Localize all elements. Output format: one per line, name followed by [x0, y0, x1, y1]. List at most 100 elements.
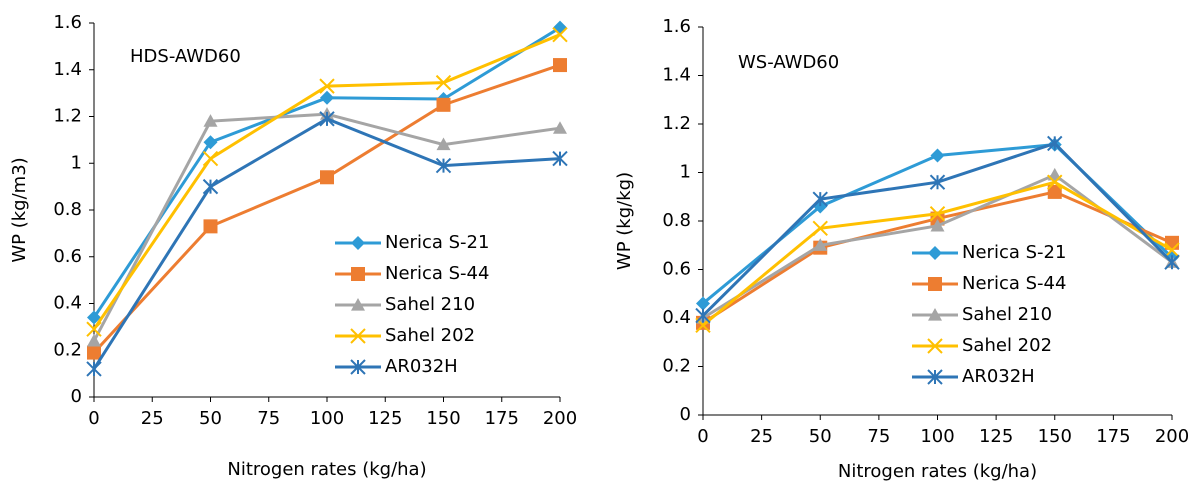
legend-marker	[351, 236, 365, 250]
marker	[930, 148, 945, 163]
marker	[929, 206, 946, 222]
x-tick-label: 75	[867, 426, 890, 447]
chart: 0 0.2 0.4 0.6 0.8 1 1.2 1.4 1.6 0 25 50 75 100 125 150 1…	[614, 16, 1189, 482]
legend-label: Sahel 210	[962, 304, 1052, 325]
annotation: WS-AWD60	[738, 52, 839, 73]
series-line	[92, 117, 561, 370]
y-tick-label: 1	[71, 152, 82, 173]
marker	[202, 150, 219, 167]
legend-label: Nerica S-21	[385, 232, 489, 253]
x-axis-label: Nitrogen rates (kg/ha)	[227, 459, 426, 480]
marker	[553, 20, 567, 35]
y-tick-label: 0.6	[53, 246, 82, 267]
marker	[1047, 135, 1063, 152]
marker	[203, 114, 218, 127]
legend-marker	[350, 359, 366, 375]
legend-label: Sahel 202	[962, 335, 1052, 356]
legend-label: Sahel 210	[385, 294, 475, 315]
legend-marker	[350, 328, 366, 344]
legend-marker	[927, 338, 943, 354]
marker	[436, 137, 451, 151]
y-tick-label: 1.2	[53, 106, 82, 127]
marker	[320, 90, 334, 105]
marker	[813, 238, 828, 251]
marker	[812, 191, 828, 207]
marker	[1164, 254, 1180, 270]
marker	[436, 97, 451, 112]
x-tick-label: 100	[920, 426, 954, 447]
marker	[1047, 184, 1062, 199]
x-tick-label: 50	[809, 426, 832, 447]
marker	[552, 150, 568, 167]
marker	[86, 321, 102, 337]
marker	[87, 345, 101, 360]
y-axis-label: WP (kg/kg)	[614, 172, 635, 270]
x-tick-label: 25	[141, 408, 164, 429]
marker	[87, 333, 101, 347]
y-tick-label: 1.4	[53, 59, 82, 80]
marker	[553, 121, 567, 134]
x-tick-label: 150	[426, 408, 460, 429]
legend-marker	[928, 246, 942, 260]
x-tick-label: 175	[1096, 426, 1130, 447]
legend-label: AR032H	[962, 366, 1035, 387]
x-tick-label: 125	[979, 426, 1013, 447]
x-tick-label: 75	[257, 408, 280, 429]
legend-label: Sahel 202	[385, 325, 475, 346]
marker	[202, 178, 219, 195]
y-tick-label: 0.8	[662, 210, 691, 231]
x-tick-label: 0	[697, 426, 708, 447]
marker	[930, 218, 945, 232]
legend-marker	[928, 308, 942, 321]
marker	[203, 219, 218, 234]
y-tick-label: 0.2	[662, 356, 691, 377]
y-tick-label: 1.6	[53, 12, 82, 33]
marker	[320, 170, 334, 185]
marker	[553, 58, 567, 73]
marker	[87, 310, 101, 325]
y-tick-label: 1	[680, 162, 691, 183]
marker	[929, 174, 946, 190]
legend-label: Nerica S-44	[385, 263, 489, 284]
legend-marker	[928, 277, 942, 291]
x-tick-label: 100	[310, 408, 344, 429]
y-tick-label: 0.6	[662, 259, 691, 280]
x-tick-label: 125	[368, 408, 402, 429]
marker	[812, 220, 828, 236]
annotation: HDS-AWD60	[130, 46, 241, 67]
y-tick-label: 0.2	[53, 339, 82, 360]
x-tick-label: 200	[543, 408, 577, 429]
marker	[696, 296, 710, 311]
legend-label: Nerica S-44	[962, 273, 1066, 294]
marker	[319, 78, 335, 94]
marker	[435, 74, 452, 91]
y-tick-label: 0.4	[53, 293, 82, 314]
marker	[86, 361, 102, 377]
marker	[552, 26, 568, 43]
legend-marker	[351, 267, 365, 281]
chart: 0 0.2 0.4 0.6 0.8 1 1.2 1.4 1.6 0 25 50 75 100 125 150 1…	[9, 12, 577, 480]
marker	[695, 307, 711, 324]
legend-marker	[351, 298, 365, 311]
y-tick-label: 0.4	[662, 307, 691, 328]
y-tick-label: 1.6	[662, 16, 691, 37]
y-axis-label: WP (kg/m3)	[9, 157, 30, 262]
x-axis-label: Nitrogen rates (kg/ha)	[838, 461, 1037, 482]
x-tick-label: 0	[88, 408, 99, 429]
y-tick-label: 1.2	[662, 113, 691, 134]
marker	[319, 111, 335, 127]
marker	[203, 135, 218, 150]
x-tick-label: 175	[485, 408, 519, 429]
marker	[1164, 242, 1180, 258]
y-tick-label: 0	[680, 404, 691, 425]
y-tick-label: 1.4	[662, 65, 691, 86]
x-tick-label: 200	[1155, 426, 1189, 447]
legend-label: Nerica S-21	[962, 242, 1066, 263]
y-tick-label: 0	[71, 386, 82, 407]
legend-marker	[927, 369, 943, 385]
x-tick-label: 25	[750, 426, 773, 447]
marker	[1047, 174, 1063, 190]
y-tick-label: 0.8	[53, 199, 82, 220]
